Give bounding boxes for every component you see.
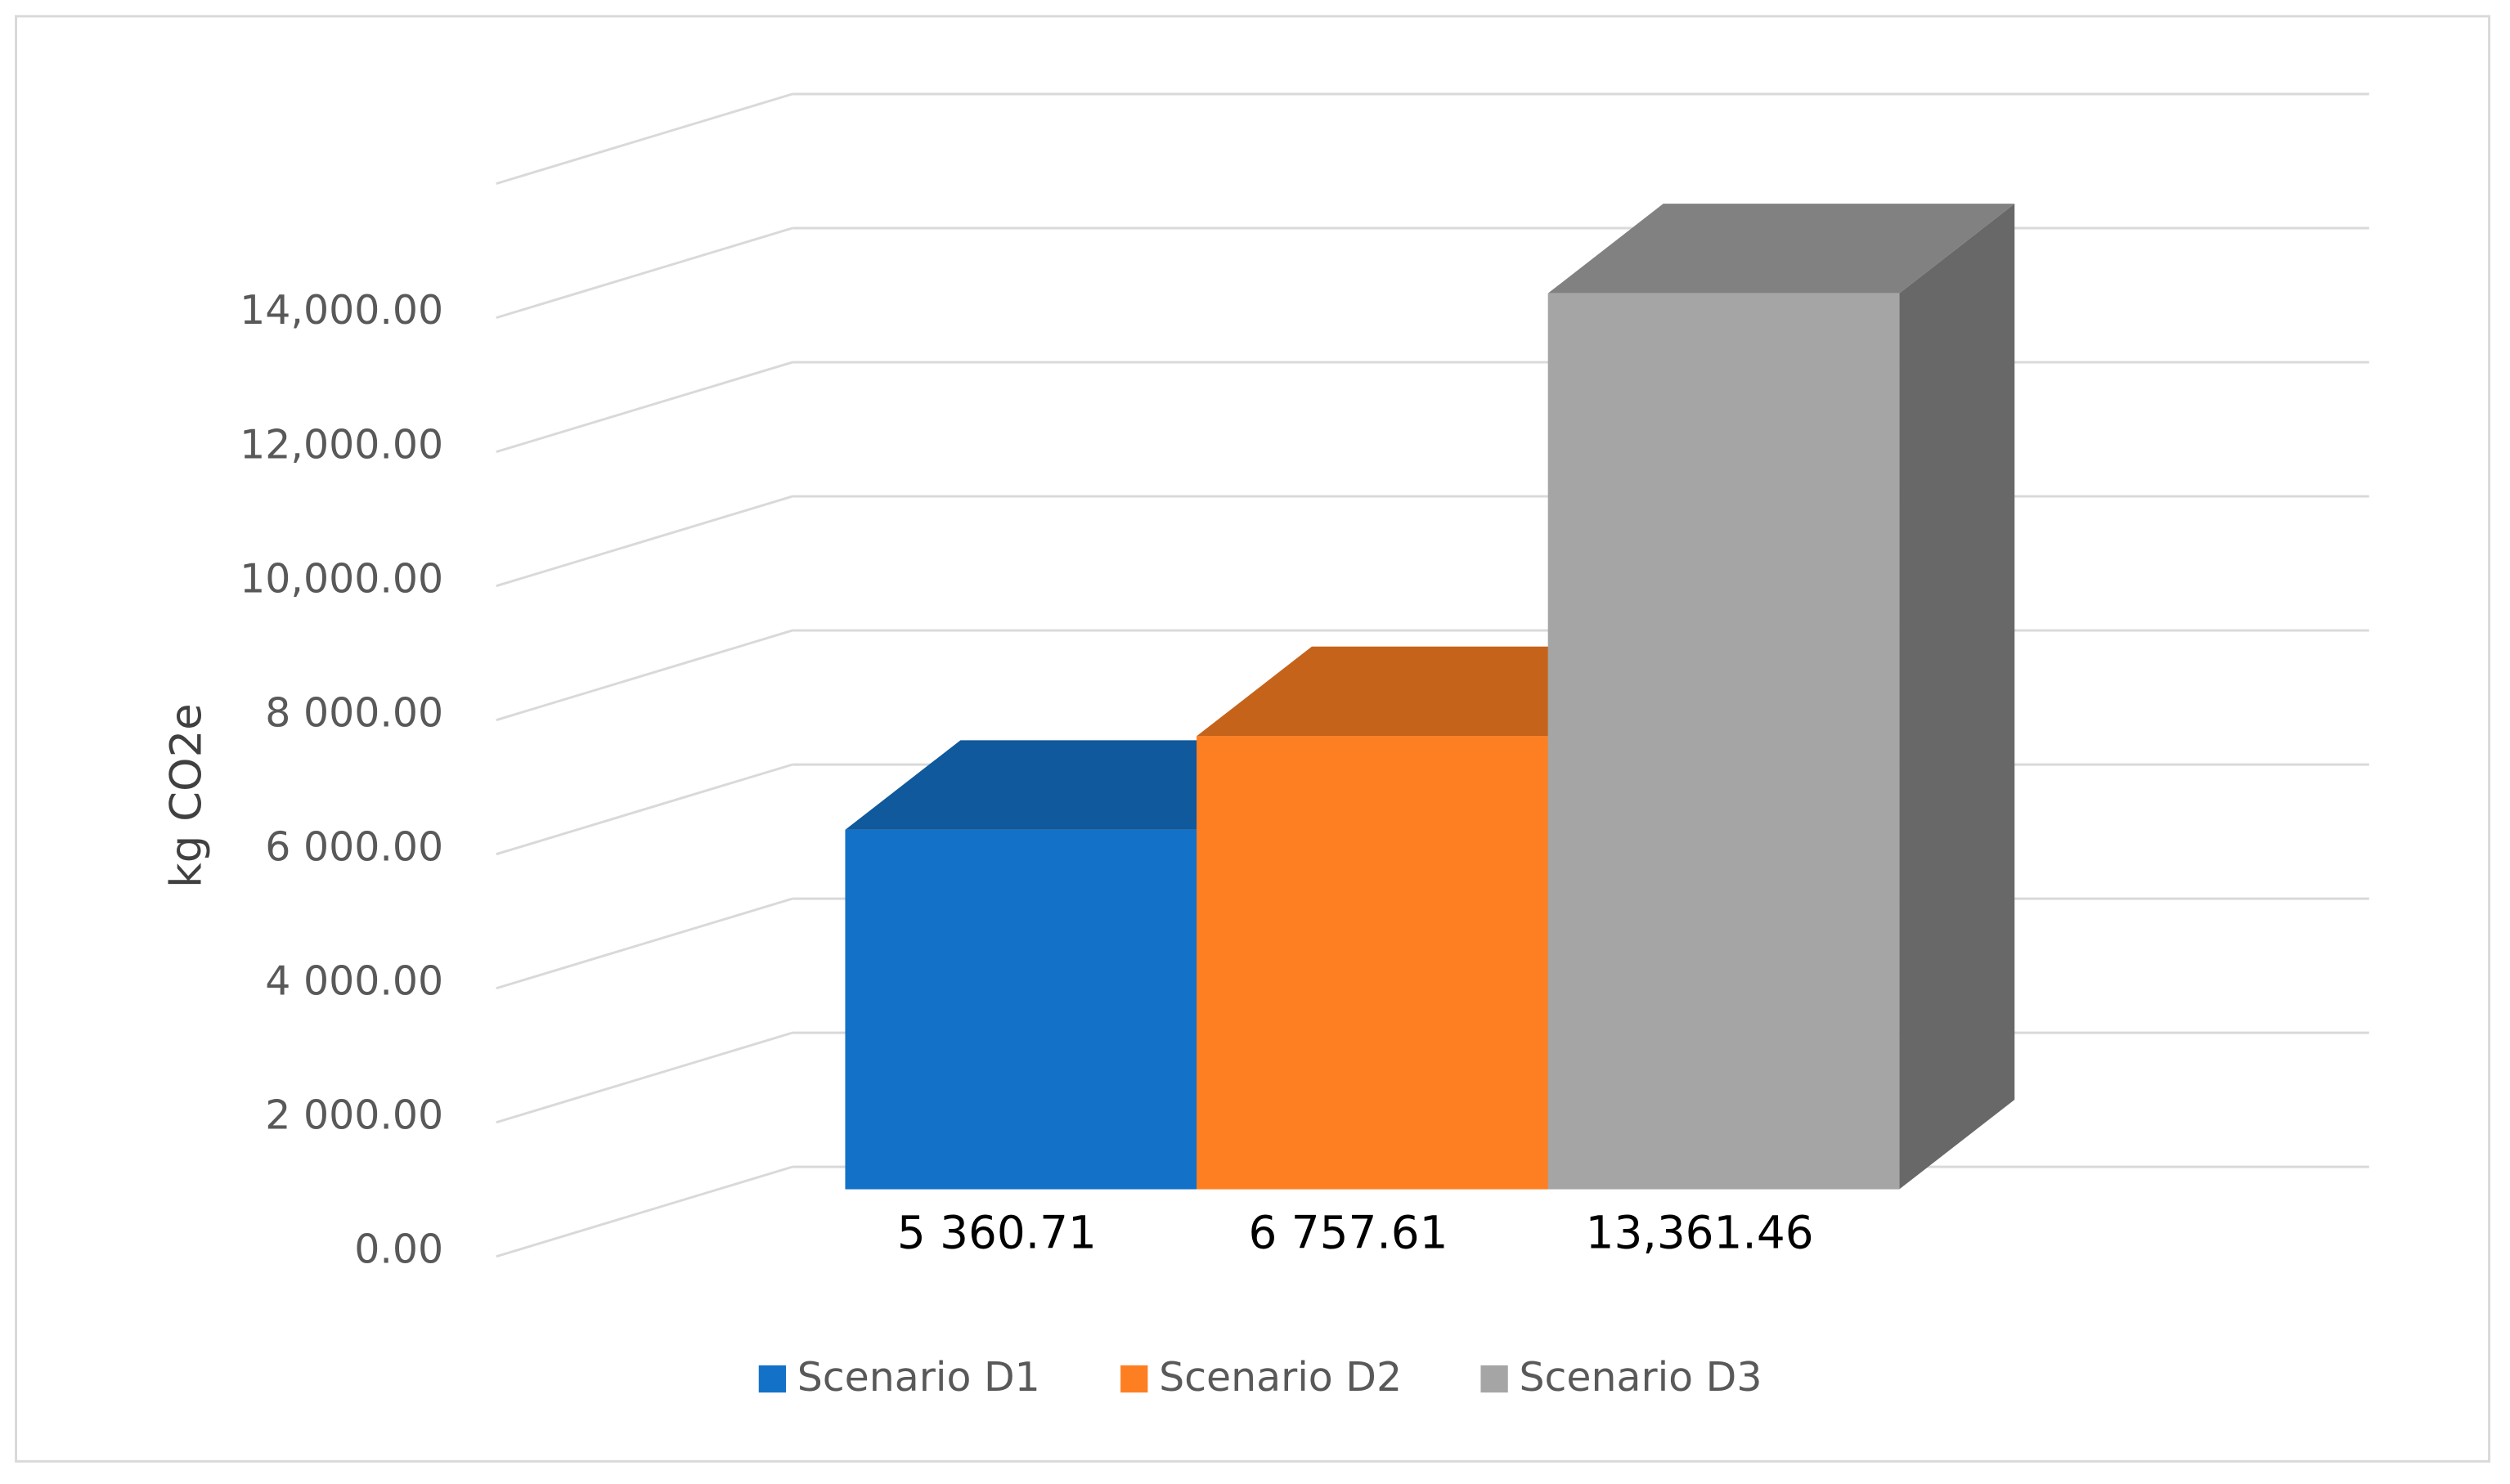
grid-line — [496, 361, 793, 454]
y-tick-label: 8 000.00 — [265, 689, 443, 736]
grid-line — [496, 92, 793, 186]
legend-label: Scenario D2 — [1159, 1354, 1402, 1401]
bar-side — [1899, 204, 2015, 1190]
grid-line — [496, 495, 793, 588]
grid-line — [496, 1165, 793, 1258]
y-tick-label: 14,000.00 — [240, 287, 443, 334]
value-label: 6 757.61 — [1248, 1206, 1448, 1258]
bar — [845, 829, 1197, 1190]
bar — [1547, 293, 1900, 1190]
y-tick-label: 2 000.00 — [265, 1092, 443, 1138]
value-label: 5 360.71 — [897, 1206, 1097, 1258]
bar-top — [1547, 204, 2015, 294]
legend-swatch — [758, 1365, 787, 1393]
bar — [1197, 736, 1548, 1190]
grid-line — [496, 763, 793, 856]
grid-line — [496, 897, 793, 990]
y-tick-label: 10,000.00 — [240, 555, 443, 602]
grid-line — [496, 629, 793, 722]
y-tick-label: 6 000.00 — [265, 823, 443, 870]
legend-swatch — [1120, 1365, 1148, 1393]
grid-line — [496, 1031, 793, 1124]
y-tick-label: 12,000.00 — [240, 421, 443, 468]
y-tick-label: 4 000.00 — [265, 957, 443, 1004]
bar-top — [1197, 646, 1664, 737]
value-label: 13,361.46 — [1586, 1206, 1814, 1258]
bar-top — [845, 740, 1312, 830]
y-tick-label: 0.00 — [354, 1226, 443, 1272]
grid-line — [496, 226, 793, 320]
legend-swatch — [1480, 1365, 1508, 1393]
y-axis-label: kg CO2e — [162, 703, 212, 887]
legend-label: Scenario D1 — [797, 1354, 1040, 1401]
legend-label: Scenario D3 — [1519, 1354, 1762, 1401]
